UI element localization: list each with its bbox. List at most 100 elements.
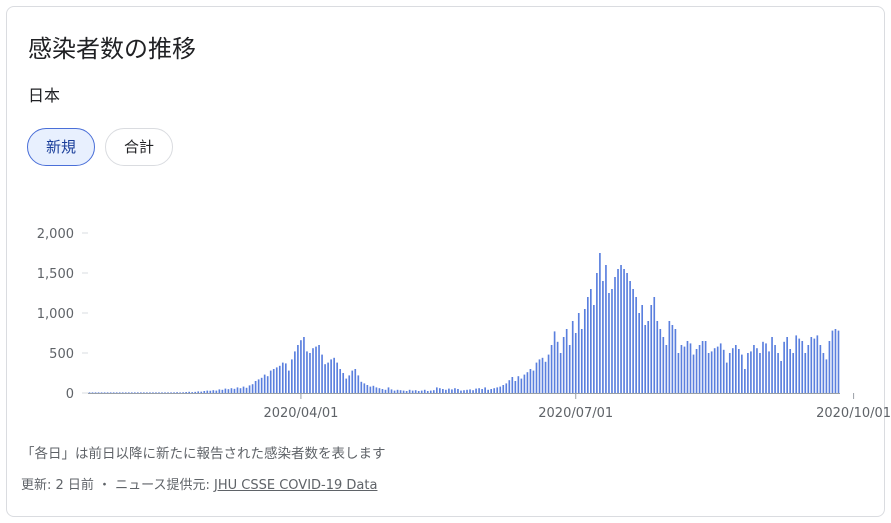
bar [345, 378, 348, 393]
bar [680, 345, 683, 393]
bar [227, 389, 230, 393]
bar [420, 390, 423, 393]
bar [324, 364, 326, 393]
bar [831, 330, 834, 393]
bar [363, 383, 366, 393]
bar [432, 390, 435, 393]
bar [327, 362, 329, 393]
bar [562, 337, 565, 393]
bar [472, 390, 474, 393]
bar [559, 353, 562, 393]
bar [121, 392, 124, 393]
bar [378, 388, 381, 393]
bar [568, 345, 571, 393]
bar [593, 305, 595, 393]
bar [306, 351, 308, 393]
bar [133, 392, 136, 393]
bar [526, 372, 529, 393]
source-prefix: 更新: 2 日前 ・ ニュース提供元: [21, 478, 215, 493]
bar [257, 379, 260, 393]
source-line: 更新: 2 日前 ・ ニュース提供元: JHU CSSE COVID-19 Da… [21, 474, 377, 493]
bar [701, 341, 704, 393]
bar [553, 331, 556, 393]
bar [272, 369, 275, 393]
bar [155, 392, 157, 393]
bar [109, 392, 112, 393]
bar [194, 391, 197, 393]
source-link[interactable]: JHU CSSE COVID-19 Data [214, 478, 378, 493]
bar [828, 341, 831, 393]
bar [372, 385, 375, 393]
bar [741, 354, 743, 393]
x-tick-label: 2020/07/01 [538, 406, 613, 421]
bar [716, 346, 719, 393]
bar [354, 369, 357, 393]
bar [629, 281, 631, 393]
bar [550, 345, 553, 393]
bar [744, 369, 746, 393]
bar [777, 353, 779, 393]
bar [822, 353, 825, 393]
bar [414, 390, 417, 393]
bar [173, 392, 175, 393]
bar [115, 392, 118, 393]
y-tick-label: 1,000 [37, 307, 74, 322]
bar [197, 391, 200, 393]
bar [303, 337, 305, 393]
bar [505, 383, 508, 393]
bar [435, 387, 438, 393]
bar [520, 378, 523, 393]
bar [813, 338, 816, 393]
bar [218, 389, 221, 393]
bar [140, 392, 142, 393]
bar [318, 345, 320, 393]
bar [94, 392, 97, 393]
bar [411, 390, 414, 393]
bar [357, 375, 360, 393]
bar [586, 297, 589, 393]
bar [816, 335, 819, 393]
bar [674, 329, 677, 393]
bar [547, 354, 550, 393]
bar [614, 277, 616, 393]
bar [689, 343, 692, 393]
bar [707, 353, 710, 393]
bar [487, 389, 489, 393]
bar [251, 384, 254, 393]
bar [417, 391, 420, 393]
bar [825, 359, 828, 393]
bar [451, 389, 453, 393]
x-tick-label: 2020/10/01 [816, 406, 891, 421]
chip-total-cases[interactable]: 合計 [105, 128, 173, 166]
bar [644, 325, 647, 393]
bar [668, 321, 671, 393]
bar [224, 388, 227, 393]
bar [713, 348, 716, 393]
bar [191, 392, 194, 393]
bar [369, 386, 372, 393]
bar [297, 345, 299, 393]
bar [103, 392, 106, 393]
bar [457, 389, 459, 393]
bar [478, 388, 480, 393]
chip-new-cases[interactable]: 新規 [27, 128, 95, 166]
bar [206, 390, 209, 393]
bar [475, 388, 477, 393]
bar [466, 389, 468, 393]
bar [393, 390, 396, 393]
bar [315, 346, 317, 393]
bar [731, 348, 734, 393]
bar [762, 341, 764, 393]
bar [118, 392, 121, 393]
bar [653, 297, 656, 393]
bar [396, 389, 399, 393]
bar [300, 340, 302, 393]
bar [469, 389, 471, 393]
bar [753, 345, 755, 393]
bar [632, 289, 634, 393]
bar [596, 273, 598, 393]
bar [756, 348, 758, 393]
bar [565, 329, 568, 393]
bar [659, 329, 662, 393]
